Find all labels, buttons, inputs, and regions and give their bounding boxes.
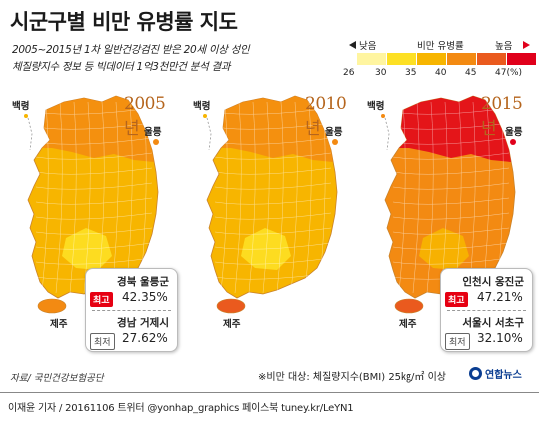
legend-swatch	[357, 53, 387, 65]
legend-swatch	[507, 53, 537, 65]
yonhap-logo: 연합뉴스	[469, 366, 522, 381]
max-badge: 최고	[445, 292, 468, 307]
map-panel-2010: 2010년 백령 울릉 제주	[185, 88, 357, 356]
place-label-ulleung: 울릉	[325, 127, 343, 138]
place-label-jeju: 제주	[399, 319, 417, 330]
ulleung-island	[153, 139, 159, 145]
min-badge: 최저	[445, 333, 470, 350]
jeju-island	[216, 298, 246, 314]
legend-tick: 35	[405, 68, 417, 78]
place-label-ulleung: 울릉	[144, 127, 162, 138]
map-year-label: 2005년	[124, 94, 166, 139]
baengnyeong-leader-line	[206, 117, 212, 151]
subtitle-line-2: 체질량지수 정보 등 빅데이터 1억3천만건 분석 결과	[12, 61, 231, 73]
korea-map-2010	[203, 95, 338, 314]
footnote: ※비만 대상: 체질량지수(BMI) 25㎏/㎡ 이상	[258, 372, 446, 383]
district-boundaries	[214, 101, 332, 294]
baengnyeong-island	[24, 114, 28, 118]
legend-tick: 47(%)	[495, 68, 523, 78]
legend: 낮음 비만 유병률 높음 26 30 35 40 45 47(%)	[343, 38, 537, 82]
page-title: 시군구별 비만 유병률 지도	[10, 10, 238, 34]
legend-high-label: 높음	[495, 41, 513, 52]
max-value: 42.35%	[122, 290, 168, 304]
max-region-name: 경북 울릉군	[117, 276, 169, 288]
min-value: 27.62%	[122, 331, 168, 345]
place-label-jeju: 제주	[50, 319, 68, 330]
place-label-jeju: 제주	[223, 319, 241, 330]
place-label-baengnyeong: 백령	[12, 101, 30, 112]
legend-tick: 40	[435, 68, 447, 78]
triangle-right-icon	[523, 41, 530, 49]
max-region-name: 인천시 옹진군	[462, 276, 524, 288]
legend-tick: 45	[465, 68, 477, 78]
baengnyeong-island	[381, 114, 385, 118]
triangle-left-icon	[349, 41, 356, 49]
map-year-label: 2015년	[481, 94, 523, 139]
northern-region	[221, 96, 333, 162]
baengnyeong-leader-line	[27, 117, 33, 151]
legend-tick: 26	[343, 68, 355, 78]
logo-text: 연합뉴스	[485, 370, 522, 381]
min-region-name: 서울시 서초구	[462, 317, 524, 329]
yonhap-logo-icon	[469, 367, 482, 380]
place-label-baengnyeong: 백령	[193, 101, 211, 112]
callout-divider	[92, 310, 171, 311]
source-note: 자료/ 국민건강보험공단	[10, 373, 104, 384]
callout-2005: 경북 울릉군 최고 42.35% 경남 거제시 최저 27.62%	[85, 268, 178, 352]
legend-swatch	[477, 53, 507, 65]
map-year-label: 2010년	[305, 94, 347, 139]
legend-color-bar	[357, 53, 537, 65]
map-panel-2015: 2015년 백령 울릉 제주	[363, 88, 535, 356]
legend-low-label: 낮음	[359, 41, 377, 52]
northern-region	[399, 96, 511, 162]
min-region-name: 경남 거제시	[117, 317, 169, 329]
legend-swatch	[447, 53, 477, 65]
baengnyeong-leader-line	[384, 117, 390, 151]
max-badge: 최고	[90, 292, 113, 307]
northern-region	[42, 96, 154, 162]
korea-map-2015	[381, 95, 516, 314]
min-badge: 최저	[90, 333, 115, 350]
legend-swatch	[387, 53, 417, 65]
ulleung-island	[510, 139, 516, 145]
jeju-island	[394, 298, 424, 314]
callout-divider	[447, 310, 526, 311]
callout-2015: 인천시 옹진군 최고 47.21% 서울시 서초구 최저 32.10%	[440, 268, 533, 352]
baengnyeong-island	[203, 114, 207, 118]
legend-title: 비만 유병률	[417, 41, 464, 52]
legend-tick: 30	[375, 68, 387, 78]
legend-swatch	[417, 53, 447, 65]
place-label-baengnyeong: 백령	[367, 101, 385, 112]
credit-line: 이재윤 기자 / 20161106 트위터 @yonhap_graphics 페…	[0, 392, 539, 427]
ulleung-island	[332, 139, 338, 145]
min-value: 32.10%	[477, 331, 523, 345]
subtitle-line-1: 2005~2015년 1차 일반건강검진 받은 20세 이상 성인	[12, 44, 250, 56]
jeju-island	[37, 298, 67, 314]
place-label-ulleung: 울릉	[505, 127, 523, 138]
max-value: 47.21%	[477, 290, 523, 304]
